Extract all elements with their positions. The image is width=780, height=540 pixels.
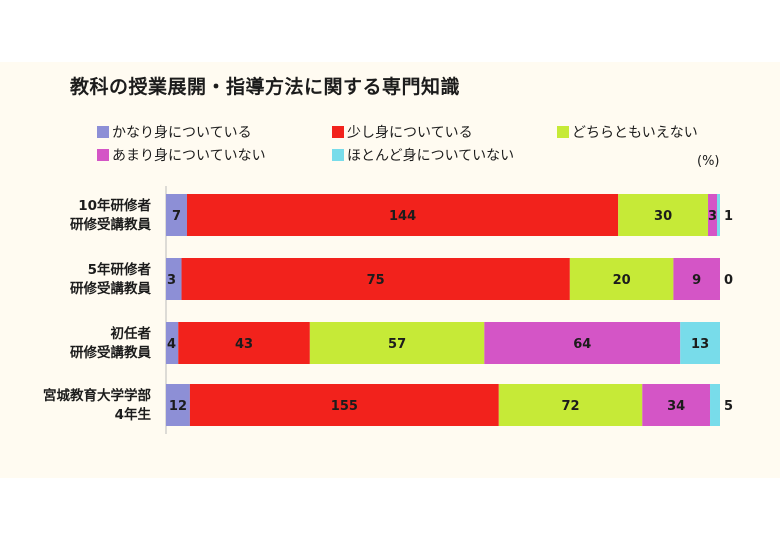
bar-segment xyxy=(189,384,499,426)
bar-segment xyxy=(708,194,718,236)
bar-segment xyxy=(618,194,709,236)
legend-item-neutral: どちらともいえない xyxy=(557,122,698,142)
bar-segment xyxy=(673,258,720,300)
legend-swatch xyxy=(332,126,344,138)
data-label: 13 xyxy=(691,337,709,352)
data-label: 43 xyxy=(235,337,253,352)
legend-item-little: 少し身についている xyxy=(332,122,473,142)
category-label: 研修受講教員 xyxy=(70,216,151,233)
legend-label: ほとんど身についていない xyxy=(347,148,515,164)
category-label: 10年研修者 xyxy=(78,197,151,214)
data-label: 12 xyxy=(169,399,187,414)
bar-segment xyxy=(186,194,619,236)
legend-swatch xyxy=(557,126,569,138)
data-label: 75 xyxy=(367,273,385,288)
category-label: 5年研修者 xyxy=(88,261,152,278)
legend-label: かなり身についている xyxy=(112,125,252,141)
bar-segment xyxy=(309,322,485,364)
bar-segment xyxy=(569,258,674,300)
legend-item-not-much: あまり身についていない xyxy=(97,145,266,165)
legend-label: あまり身についていない xyxy=(112,148,266,164)
data-label: 30 xyxy=(654,209,672,224)
data-label: 1 xyxy=(724,209,733,224)
data-label: 5 xyxy=(724,399,733,414)
bar-segment xyxy=(166,322,179,364)
bar-segment xyxy=(498,384,643,426)
data-label: 72 xyxy=(561,399,579,414)
unit-label: (%) xyxy=(697,154,720,169)
category-label: 研修受講教員 xyxy=(70,344,151,361)
top-margin xyxy=(0,0,780,62)
bar-segment xyxy=(178,322,310,364)
category-label: 4年生 xyxy=(115,406,152,423)
bottom-margin xyxy=(0,478,780,540)
legend-label: 少し身についている xyxy=(347,125,473,141)
bar-segment xyxy=(680,322,720,364)
bar-segment xyxy=(166,258,182,300)
bar-segment xyxy=(642,384,711,426)
data-label: 57 xyxy=(388,337,406,352)
bar-segment xyxy=(166,194,187,236)
data-label: 20 xyxy=(613,273,631,288)
category-label: 初任者 xyxy=(111,325,152,342)
bar-segment xyxy=(717,194,720,236)
data-label: 7 xyxy=(172,209,181,224)
bar-segment xyxy=(166,384,190,426)
bar-segment xyxy=(484,322,681,364)
legend-item-hardly: ほとんど身についていない xyxy=(332,145,514,165)
data-label: 9 xyxy=(692,273,701,288)
legend-swatch xyxy=(97,126,109,138)
legend-swatch xyxy=(332,149,344,161)
legend-item-much: かなり身についている xyxy=(97,122,252,142)
category-label: 研修受講教員 xyxy=(70,280,151,297)
category-label: 宮城教育大学学部 xyxy=(43,387,151,404)
data-label: 144 xyxy=(389,209,416,224)
data-label: 4 xyxy=(167,337,176,352)
data-label: 34 xyxy=(667,399,685,414)
data-label: 0 xyxy=(724,273,733,288)
data-label: 3 xyxy=(167,273,176,288)
data-label: 155 xyxy=(331,399,358,414)
bar-segment xyxy=(181,258,570,300)
legend-label: どちらともいえない xyxy=(572,125,698,141)
data-label: 64 xyxy=(573,337,591,352)
chart-title: 教科の授業展開・指導方法に関する専門知識 xyxy=(70,76,461,98)
data-label: 3 xyxy=(708,209,717,224)
legend-swatch xyxy=(97,149,109,161)
bar-segment xyxy=(710,384,720,426)
